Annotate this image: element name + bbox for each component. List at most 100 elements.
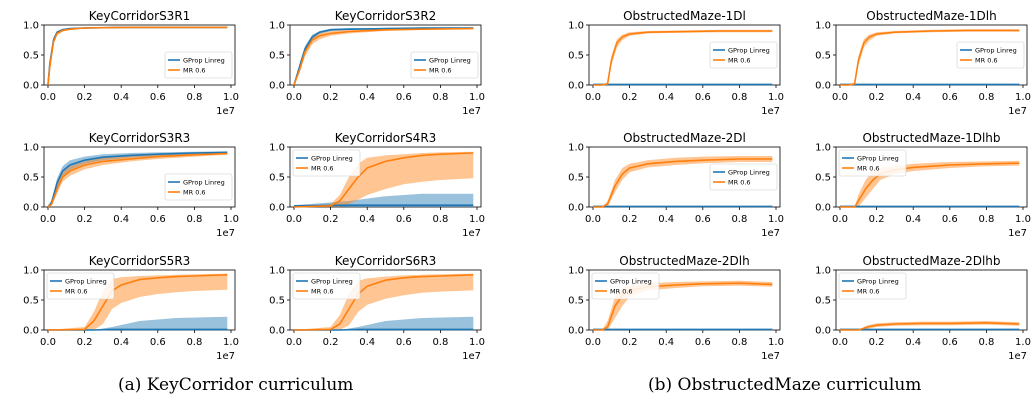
x-tick-label: 0.6 <box>695 92 711 103</box>
x-tick-label: 0.4 <box>658 214 674 225</box>
legend-label: GProp Linreg <box>429 57 471 65</box>
x-tick-label: 0.0 <box>832 92 848 103</box>
x-tick-label: 1.0 <box>223 337 239 348</box>
x-scale-label: 1e7 <box>1008 228 1027 239</box>
x-tick-label: 0.8 <box>186 214 202 225</box>
subplot-title: ObstructedMaze-1Dlhb <box>862 131 1000 145</box>
y-tick-label: 1.0 <box>568 21 584 32</box>
subplot-title: ObstructedMaze-1Dlh <box>866 9 996 23</box>
x-tick-label: 0.4 <box>113 92 129 103</box>
x-tick-label: 0.0 <box>585 214 601 225</box>
legend-box <box>709 163 778 191</box>
legend: GProp Linreg MR 0.6 <box>410 51 479 79</box>
subplot-obstructedmaze-2dlhb: ObstructedMaze-2Dlhb 0.0 0.5 1.0 0.0 0.2 0.4 0.… <box>815 254 1031 362</box>
x-tick-label: 0.2 <box>323 214 339 225</box>
legend-label: MR 0.6 <box>728 179 751 187</box>
y-tick-label: 0.5 <box>815 296 831 307</box>
legend: GProp Linreg MR 0.6 <box>838 272 907 300</box>
series-line-mr-0-6 <box>840 29 1020 86</box>
y-tick-label: 1.0 <box>815 21 831 32</box>
y-tick-label: 1.0 <box>269 21 285 32</box>
x-tick-label: 0.0 <box>286 214 302 225</box>
subplot-obstructedmaze-1dlhb: ObstructedMaze-1Dlhb 0.0 0.5 1.0 0.0 0.2 0.4 0.… <box>815 131 1031 239</box>
legend: GProp Linreg MR 0.6 <box>956 41 1025 69</box>
subplot-title: ObstructedMaze-2Dlh <box>619 254 749 268</box>
x-scale-label: 1e7 <box>462 228 481 239</box>
legend-label: GProp Linreg <box>65 278 107 286</box>
caption-keycorridor: (a) KeyCorridor curriculum <box>118 375 354 395</box>
series-band-mr-0-6 <box>48 152 228 207</box>
x-tick-label: 0.4 <box>905 214 921 225</box>
x-tick-label: 0.4 <box>113 214 129 225</box>
x-tick-label: 0.6 <box>695 214 711 225</box>
x-tick-label: 1.0 <box>768 214 784 225</box>
x-tick-label: 0.2 <box>869 214 885 225</box>
legend-label: MR 0.6 <box>311 165 334 173</box>
x-tick-label: 0.0 <box>40 92 56 103</box>
series-line-gprop-linreg <box>294 328 474 331</box>
legend-label: MR 0.6 <box>610 288 633 296</box>
subplot-keycorridors4r3: KeyCorridorS4R3 0.0 0.5 1.0 0.0 0.2 0.4 0.6 0.8 1… <box>269 131 485 239</box>
x-tick-label: 0.6 <box>150 92 166 103</box>
y-tick-label: 0.0 <box>815 326 831 337</box>
legend-box <box>164 51 233 79</box>
series-line-mr-0-6 <box>47 26 228 86</box>
x-tick-label: 1.0 <box>1015 92 1031 103</box>
legend-box <box>591 272 660 300</box>
x-tick-label: 0.0 <box>40 214 56 225</box>
y-tick-label: 1.0 <box>269 266 285 277</box>
legend: GProp Linreg MR 0.6 <box>591 272 660 300</box>
y-tick-label: 0.5 <box>815 51 831 62</box>
x-scale-label: 1e7 <box>1008 351 1027 362</box>
legend: GProp Linreg MR 0.6 <box>164 51 233 79</box>
y-tick-label: 0.5 <box>568 173 584 184</box>
x-tick-label: 0.2 <box>622 337 638 348</box>
y-tick-label: 0.5 <box>23 51 39 62</box>
x-scale-label: 1e7 <box>761 106 780 117</box>
x-tick-label: 0.8 <box>432 214 448 225</box>
legend: GProp Linreg MR 0.6 <box>292 272 361 300</box>
y-tick-label: 1.0 <box>815 143 831 154</box>
legend: GProp Linreg MR 0.6 <box>164 173 233 201</box>
series-line-mr-0-6 <box>47 152 228 208</box>
x-scale-label: 1e7 <box>761 351 780 362</box>
legend-box <box>838 272 907 300</box>
subplot-keycorridors5r3: KeyCorridorS5R3 0.0 0.5 1.0 0.0 0.2 0.4 0.6 0.8 1… <box>23 254 239 362</box>
series-line-mr-0-6 <box>593 158 773 208</box>
x-tick-label: 0.8 <box>731 214 747 225</box>
legend-label: MR 0.6 <box>183 67 206 75</box>
x-tick-label: 0.6 <box>396 337 412 348</box>
x-tick-label: 0.8 <box>186 92 202 103</box>
subplot-title: KeyCorridorS3R2 <box>335 9 437 23</box>
y-tick-label: 0.5 <box>815 173 831 184</box>
y-tick-label: 1.0 <box>568 143 584 154</box>
legend-box <box>709 41 778 69</box>
x-tick-label: 0.4 <box>359 337 375 348</box>
y-tick-label: 0.0 <box>269 203 285 214</box>
x-tick-label: 0.8 <box>978 92 994 103</box>
x-tick-label: 0.2 <box>323 337 339 348</box>
y-tick-label: 0.5 <box>269 173 285 184</box>
legend-label: MR 0.6 <box>183 189 206 197</box>
legend-label: GProp Linreg <box>857 155 899 163</box>
y-tick-label: 1.0 <box>23 21 39 32</box>
subplot-keycorridors3r1: KeyCorridorS3R1 0.0 0.5 1.0 0.0 0.2 0.4 0.6 0.8 1… <box>23 9 239 117</box>
y-tick-label: 0.0 <box>23 81 39 92</box>
x-tick-label: 0.8 <box>432 337 448 348</box>
x-tick-label: 1.0 <box>1015 337 1031 348</box>
subplot-obstructedmaze-1dl: ObstructedMaze-1Dl 0.0 0.5 1.0 0.0 0.2 0.4 0.6 0… <box>568 9 784 117</box>
y-tick-label: 0.0 <box>815 203 831 214</box>
x-tick-label: 0.0 <box>832 214 848 225</box>
series-band-mr-0-6 <box>48 273 228 330</box>
x-tick-label: 0.2 <box>622 214 638 225</box>
y-tick-label: 0.5 <box>269 296 285 307</box>
legend-label: GProp Linreg <box>610 278 652 286</box>
series-line-mr-0-6 <box>840 321 1020 331</box>
x-tick-label: 0.4 <box>359 92 375 103</box>
subplot-keycorridors3r3: KeyCorridorS3R3 0.0 0.5 1.0 0.0 0.2 0.4 0.6 0.8 1… <box>23 131 239 239</box>
series-line-gprop-linreg <box>293 27 474 86</box>
legend-label: GProp Linreg <box>183 57 225 65</box>
series-band-gprop-linreg <box>294 193 474 207</box>
legend-label: MR 0.6 <box>429 67 452 75</box>
y-tick-label: 0.0 <box>568 326 584 337</box>
